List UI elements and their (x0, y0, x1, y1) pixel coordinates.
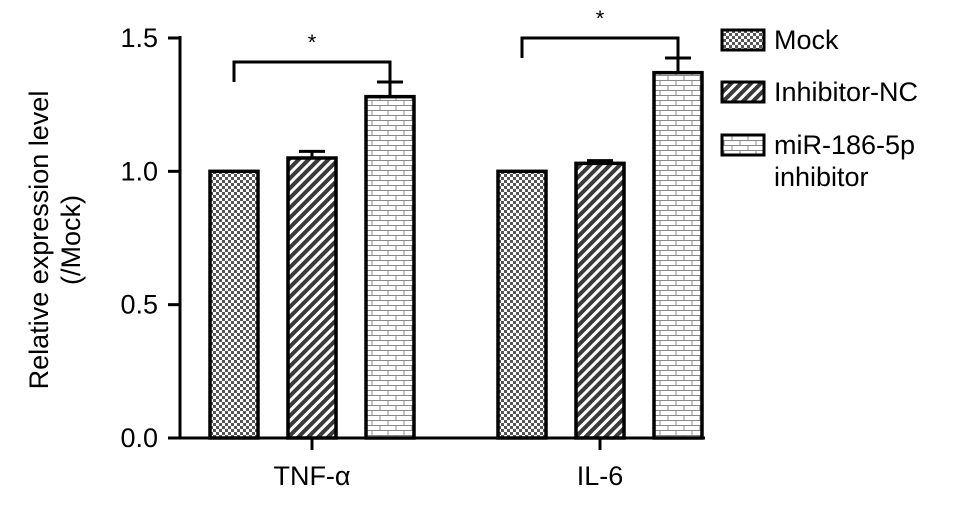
axes: 0.0 0.5 1.0 1.5 TNF-α IL-6 Relative expression… (24, 23, 705, 491)
legend-label-line: Inhibitor-NC (774, 77, 918, 107)
significance-bracket (520, 36, 680, 58)
legend-label: Mock (774, 25, 839, 55)
bar (364, 94, 416, 440)
legend-swatch (720, 133, 766, 157)
legend-label-line: Mock (774, 25, 839, 55)
significance-label: * (308, 30, 317, 55)
legend-label-line: miR-186-5p (774, 130, 915, 160)
legend-swatch (720, 80, 766, 104)
y-axis-title-line: (/Mock) (56, 195, 86, 285)
legend-label: miR-186-5p inhibitor (774, 130, 915, 192)
y-axis-title: Relative expression level(/Mock) (24, 91, 86, 390)
legend-label: Inhibitor-NC (774, 77, 918, 107)
y-tick-label: 0.5 (120, 290, 158, 320)
y-tick-label: 1.5 (120, 23, 158, 53)
x-tick-label: TNF-α (273, 461, 350, 491)
bar (208, 169, 260, 440)
bars (208, 70, 704, 440)
error-bars (299, 56, 691, 164)
bar (574, 161, 626, 440)
y-axis-title-line: Relative expression level (24, 91, 54, 390)
y-tick-label: 1.0 (120, 156, 158, 186)
legend: Mock Inhibitor-NC miR-186-5p inhibitor (720, 25, 918, 192)
bar (496, 169, 548, 440)
significance-brackets: ** (232, 6, 680, 82)
legend-swatch (720, 28, 766, 52)
significance-bracket (232, 60, 392, 82)
bar (652, 70, 704, 440)
legend-label-line: inhibitor (774, 162, 869, 192)
significance-label: * (596, 6, 605, 31)
y-tick-label: 0.0 (120, 423, 158, 453)
bar (286, 156, 338, 440)
x-tick-label: IL-6 (577, 461, 624, 491)
